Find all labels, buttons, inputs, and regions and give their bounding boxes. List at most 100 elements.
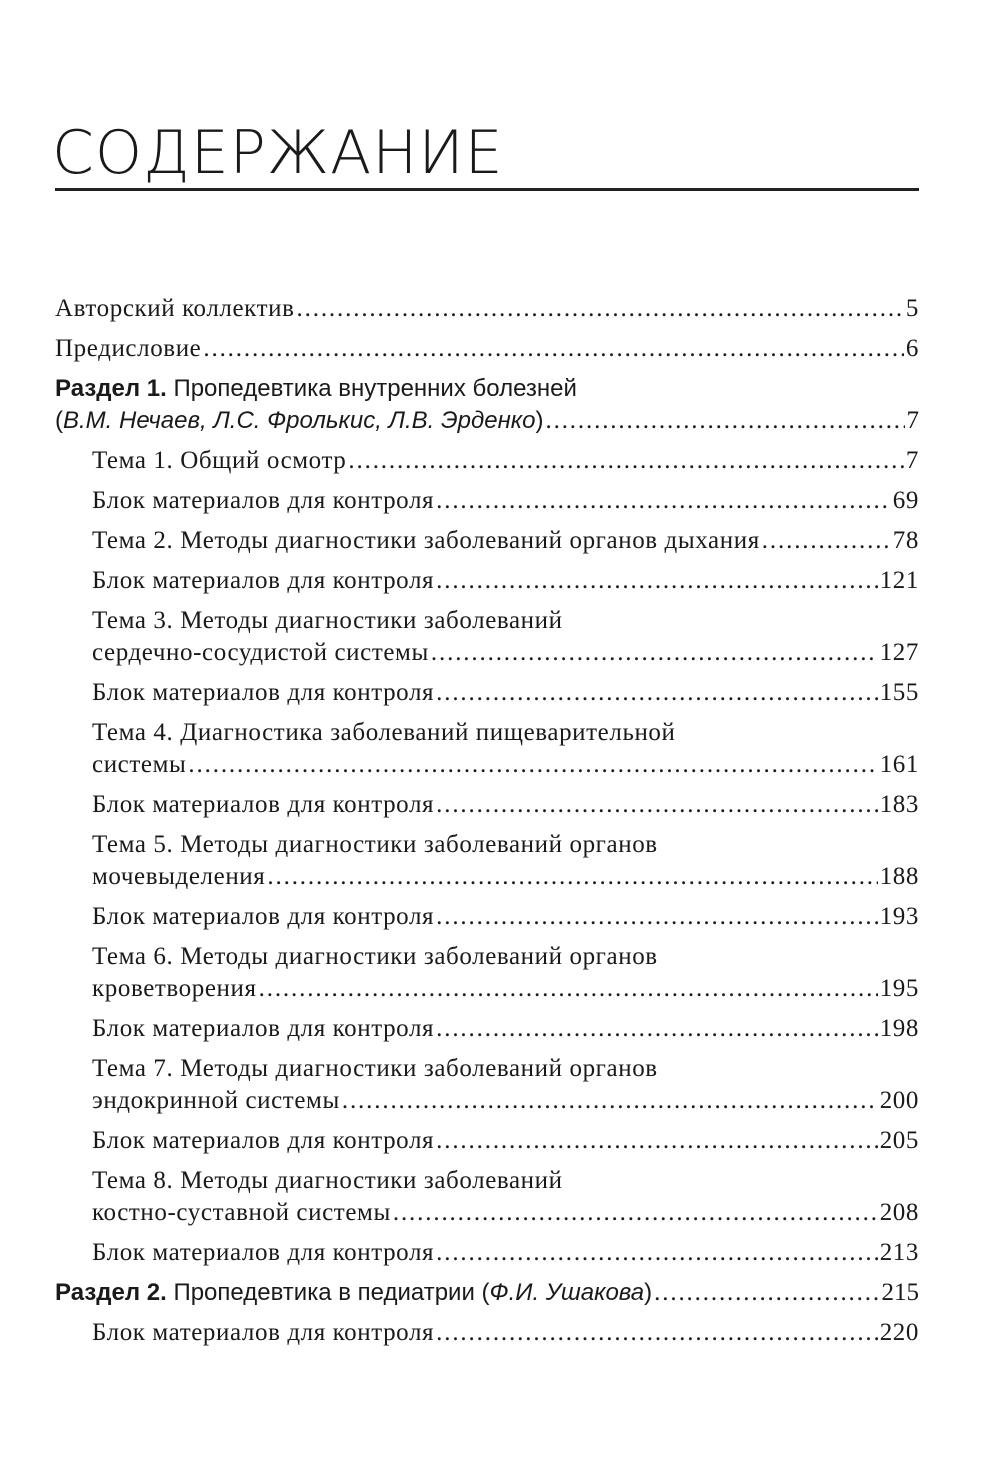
section-title: Пропедевтика в педиатрии — [173, 1279, 475, 1306]
toc-entry[interactable]: Тема 5. Методы диагностики заболеваний о… — [55, 829, 919, 893]
page-number: 5 — [905, 295, 919, 322]
entry-line: Блок материалов для контроля 220 — [55, 1317, 919, 1349]
toc-entry[interactable]: Тема 7. Методы диагностики заболеваний о… — [55, 1053, 919, 1117]
entry-line: Тема 7. Методы диагностики заболеваний о… — [92, 1055, 658, 1082]
toc-entry[interactable]: Блок материалов для контроля 193 — [55, 901, 919, 933]
entry-line: мочевыделения 188 — [55, 861, 919, 893]
page-number: 161 — [879, 751, 919, 778]
entry-title: Предисловие — [55, 335, 202, 362]
toc-entry[interactable]: Предисловие 6 — [55, 333, 919, 365]
entry-title: Блок материалов для контроля — [92, 567, 435, 594]
entry-line: Раздел 2. Пропедевтика в педиатрии (Ф.И.… — [55, 1277, 919, 1309]
entry-line: Тема 3. Методы диагностики заболеваний — [92, 607, 563, 634]
dot-leader — [436, 677, 878, 709]
entry-title: Тема 1. Общий осмотр — [92, 447, 347, 474]
dot-leader — [436, 1125, 878, 1157]
entry-line: Блок материалов для контроля 155 — [55, 677, 919, 709]
table-of-contents: Авторский коллектив 5 Предисловие 6 Раздел 1… — [55, 293, 919, 1357]
entry-title: эндокринной системы — [92, 1087, 340, 1114]
toc-entry[interactable]: Тема 1. Общий осмотр 7 — [55, 445, 919, 477]
toc-entry[interactable]: Блок материалов для контроля 213 — [55, 1237, 919, 1269]
entry-line: Блок материалов для контроля 121 — [55, 565, 919, 597]
entry-title: Блок материалов для контроля — [92, 1015, 435, 1042]
entry-line: Раздел 1. Пропедевтика внутренних болезн… — [55, 373, 919, 405]
toc-entry[interactable]: Блок материалов для контроля 155 — [55, 677, 919, 709]
entry-line: Предисловие 6 — [55, 333, 919, 365]
entry-line: костно-суставной системы 208 — [55, 1197, 919, 1229]
dot-leader — [342, 1085, 878, 1117]
toc-entry[interactable]: Тема 3. Методы диагностики заболеваний се… — [55, 605, 919, 669]
toc-entry[interactable]: Тема 4. Диагностика заболеваний пищевари… — [55, 717, 919, 781]
section-authors: В.М. Нечаев, Л.С. Фролькис, Л.В. Эрденко — [63, 407, 536, 434]
entry-title: Блок материалов для контроля — [92, 903, 435, 930]
toc-entry[interactable]: Блок материалов для контроля 69 — [55, 485, 919, 517]
entry-line: сердечно-сосудистой системы 127 — [55, 637, 919, 669]
entry-title: Авторский коллектив — [55, 295, 295, 322]
dot-leader — [203, 333, 904, 365]
entry-line: Тема 5. Методы диагностики заболеваний о… — [92, 831, 658, 858]
toc-entry[interactable]: Блок материалов для контроля 205 — [55, 1125, 919, 1157]
entry-line: эндокринной системы 200 — [55, 1085, 919, 1117]
entry-line: Тема 8. Методы диагностики заболеваний — [92, 1167, 563, 1194]
dot-leader — [436, 1317, 878, 1349]
entry-title: Тема 2. Методы диагностики заболеваний о… — [92, 527, 760, 554]
entry-line: Блок материалов для контроля 193 — [55, 901, 919, 933]
page-number: 155 — [879, 679, 919, 706]
dot-leader — [436, 1237, 878, 1269]
entry-line: Блок материалов для контроля 183 — [55, 789, 919, 821]
entry-line: кроветворения 195 — [55, 973, 919, 1005]
toc-entry[interactable]: Блок материалов для контроля 220 — [55, 1317, 919, 1349]
entry-line: Тема 4. Диагностика заболеваний пищевари… — [92, 719, 676, 746]
page-number: 127 — [879, 639, 919, 666]
entry-title: Блок материалов для контроля — [92, 1319, 435, 1346]
dot-leader — [654, 1277, 879, 1309]
page-number: 78 — [892, 527, 919, 554]
entry-line: (В.М. Нечаев, Л.С. Фролькис, Л.В. Эрденк… — [55, 405, 919, 437]
page-number: 195 — [879, 975, 919, 1002]
page-number: 198 — [879, 1015, 919, 1042]
page-number: 6 — [905, 335, 919, 362]
entry-title: Блок материалов для контроля — [92, 679, 435, 706]
page-number: 208 — [879, 1199, 919, 1226]
section-label: Раздел 2. — [55, 1279, 167, 1306]
section-label: Раздел 1. — [55, 375, 167, 402]
toc-entry[interactable]: Блок материалов для контроля 183 — [55, 789, 919, 821]
toc-entry[interactable]: Тема 8. Методы диагностики заболеваний ко… — [55, 1165, 919, 1229]
dot-leader — [259, 973, 878, 1005]
page-number: 193 — [879, 903, 919, 930]
toc-entry[interactable]: Блок материалов для контроля 121 — [55, 565, 919, 597]
dot-leader — [436, 485, 891, 517]
entry-title: Блок материалов для контроля — [92, 1239, 435, 1266]
page-number: 121 — [879, 567, 919, 594]
page-number: 69 — [892, 487, 919, 514]
entry-title: сердечно-сосудистой системы — [92, 639, 429, 666]
toc-entry[interactable]: Тема 2. Методы диагностики заболеваний о… — [55, 525, 919, 557]
dot-leader — [348, 445, 904, 477]
toc-entry[interactable]: Авторский коллектив 5 — [55, 293, 919, 325]
entry-line: Блок материалов для контроля 198 — [55, 1013, 919, 1045]
toc-entry[interactable]: Блок материалов для контроля 198 — [55, 1013, 919, 1045]
dot-leader — [436, 1013, 878, 1045]
page-number: 213 — [879, 1239, 919, 1266]
entry-line: Блок материалов для контроля 69 — [55, 485, 919, 517]
page-number: 205 — [879, 1127, 919, 1154]
dot-leader — [188, 749, 877, 781]
entry-title: Блок материалов для контроля — [92, 1127, 435, 1154]
entry-title: кроветворения — [92, 975, 257, 1002]
dot-leader — [436, 901, 878, 933]
entry-title: системы — [92, 751, 187, 778]
dot-leader — [436, 565, 878, 597]
page-number: 188 — [879, 863, 919, 890]
toc-entry[interactable]: Тема 6. Методы диагностики заболеваний о… — [55, 941, 919, 1005]
page-number: 7 — [905, 447, 919, 474]
toc-section-entry[interactable]: Раздел 1. Пропедевтика внутренних болезн… — [55, 373, 919, 437]
entry-line: Блок материалов для контроля 213 — [55, 1237, 919, 1269]
entry-line: системы 161 — [55, 749, 919, 781]
entry-line: Тема 2. Методы диагностики заболеваний о… — [55, 525, 919, 557]
entry-line: Блок материалов для контроля 205 — [55, 1125, 919, 1157]
page-number: 215 — [881, 1279, 920, 1306]
dot-leader — [297, 293, 904, 325]
entry-title: Блок материалов для контроля — [92, 791, 435, 818]
entry-title: костно-суставной системы — [92, 1199, 391, 1226]
toc-section-entry[interactable]: Раздел 2. Пропедевтика в педиатрии (Ф.И.… — [55, 1277, 919, 1309]
